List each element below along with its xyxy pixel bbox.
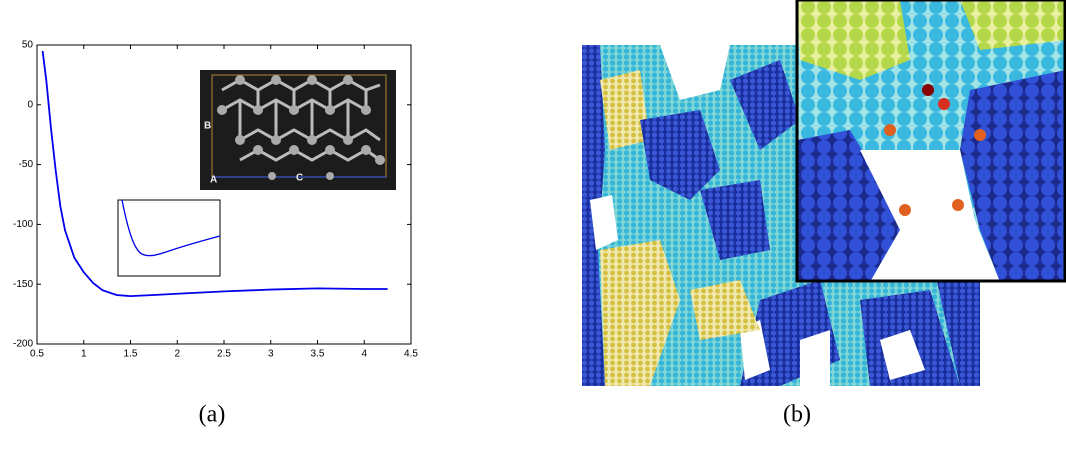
figure: 0.5 1 1.5 2 2.5 3 3.5 4 4.5 -200 -150 -100 -50 0 50 A… [0,0,1066,444]
y-tick-label: -150 [13,279,33,290]
x-tick-label: 4.5 [404,349,418,360]
inset-label: C [296,173,303,184]
x-tick-label: 3.5 [311,349,325,360]
caption: (b) [783,402,811,428]
zoom-inset [118,200,220,276]
x-tick-label: 1 [81,349,87,360]
x-tick-label: 1.5 [124,349,138,360]
x-tick-label: 2.5 [217,349,231,360]
molecule-inset: A B C [200,70,396,190]
x-tick-label: 2 [174,349,180,360]
zoom-image [797,0,1066,282]
y-tick-label: 50 [22,40,34,51]
x-tick-label: 0.5 [30,349,44,360]
y-tick-label: 0 [27,99,33,110]
inset-label: A [210,175,217,186]
x-tick-label: 4 [361,349,367,360]
y-tick-label: -200 [13,339,33,350]
inset-label: B [204,121,211,132]
y-tick-label: -100 [13,219,33,230]
caption: (a) [199,402,226,428]
x-tick-label: 3 [268,349,274,360]
y-tick-label: -50 [19,159,34,170]
